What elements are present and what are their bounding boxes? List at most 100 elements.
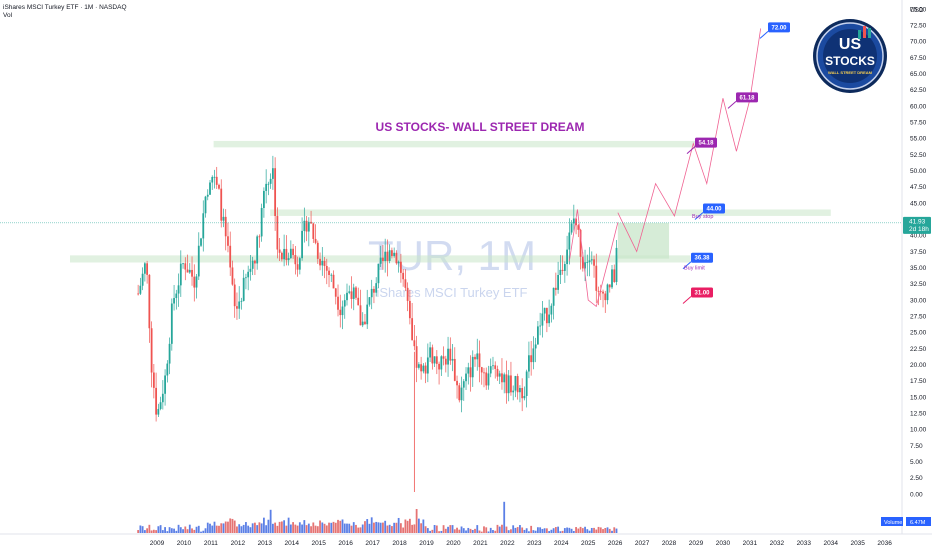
candle-body	[395, 252, 398, 264]
volume-bar	[177, 524, 180, 533]
volume-bar	[534, 530, 537, 533]
candle-body	[462, 381, 465, 388]
volume-value: 6.47M	[910, 520, 926, 526]
candle-body	[501, 373, 503, 383]
volume-bar	[152, 529, 155, 533]
volume-bar	[429, 530, 431, 533]
volume-bar	[467, 527, 470, 533]
volume-bar	[346, 523, 348, 533]
zone-entry-box	[617, 223, 670, 259]
volume-bar	[307, 523, 310, 533]
volume-bar	[316, 526, 319, 533]
time-axis[interactable]: 2009 2010 2011 2012 2013 2014 2015 2016 2017 2018…	[0, 533, 932, 547]
price-tick-label: 25.00	[910, 330, 927, 337]
volume-bar	[314, 525, 317, 533]
candle-body	[182, 263, 184, 265]
candle-body	[242, 277, 245, 301]
volume-bar	[476, 525, 479, 533]
candle-body	[557, 274, 560, 290]
target-box[interactable]	[691, 287, 713, 298]
candle-body	[559, 269, 562, 275]
volume-bar	[269, 509, 272, 533]
candle-body	[570, 223, 573, 233]
candle-body	[325, 265, 328, 271]
volume-bar	[350, 525, 353, 533]
volume-bar	[161, 530, 164, 533]
candle-body	[231, 267, 234, 285]
candle-body	[188, 269, 191, 273]
price-tick-label: 2.50	[910, 475, 923, 482]
volume-bar	[382, 522, 384, 533]
volume-bar	[170, 528, 173, 533]
volume-bar	[175, 530, 178, 533]
candle-body	[254, 260, 256, 264]
volume-bar	[593, 527, 595, 533]
candle-body	[525, 371, 528, 396]
candle-body	[361, 321, 364, 326]
price-axis[interactable]: USD 75.00 72.50 70.00 67.50 65.00 62.50 60.00 5…	[901, 0, 927, 534]
price-tick-label: 60.00	[910, 103, 927, 110]
candle-body	[346, 292, 348, 301]
candle-body	[382, 257, 384, 262]
target-box[interactable]	[691, 252, 713, 263]
volume-bar	[224, 521, 227, 533]
volume-bar	[157, 526, 160, 533]
volume-bar	[440, 530, 443, 533]
volume-bar	[368, 523, 371, 533]
volume-bar	[397, 517, 400, 533]
candle-body	[321, 260, 324, 266]
volume-bar	[294, 524, 297, 533]
volume-bar	[528, 531, 530, 533]
candle-body	[152, 372, 155, 388]
candle-body	[492, 365, 494, 367]
candle-body	[417, 364, 420, 368]
time-tick-label: 2034	[824, 540, 839, 547]
target-box[interactable]	[736, 92, 758, 103]
volume-bar	[438, 531, 440, 533]
candle-body	[514, 376, 517, 391]
volume-bar	[361, 524, 364, 533]
volume-bar	[200, 531, 202, 533]
candle-body	[139, 285, 142, 294]
volume-bar	[604, 528, 607, 533]
volume-bar	[539, 527, 542, 533]
volume-bar	[256, 525, 259, 533]
candle-body	[265, 183, 268, 191]
volume-bar	[471, 529, 474, 533]
candle-body	[420, 364, 423, 372]
candle-body	[294, 255, 297, 265]
current-price-value: 41.93	[909, 218, 926, 225]
volume-bar	[357, 527, 360, 533]
target-box[interactable]	[768, 22, 790, 33]
volume-bar	[431, 529, 434, 533]
candle-body	[269, 178, 272, 184]
candle-body	[519, 388, 521, 393]
volume-bar	[563, 528, 566, 533]
volume-bar	[586, 529, 589, 533]
candle-body	[415, 346, 418, 368]
target-box[interactable]	[695, 137, 717, 148]
volume-bar	[287, 517, 290, 533]
candle-body	[292, 248, 294, 256]
volume-bar	[227, 521, 229, 533]
time-tick-label: 2018	[392, 540, 407, 547]
target-box[interactable]	[703, 203, 725, 214]
volume-bar	[373, 522, 375, 533]
candle-body	[224, 216, 227, 237]
volume-bar	[352, 522, 355, 533]
candle-body	[413, 340, 416, 347]
candle-body	[386, 251, 389, 261]
volume-bar	[402, 527, 405, 533]
volume-bar	[249, 527, 252, 533]
candle-body	[449, 348, 452, 361]
candle-body	[456, 380, 458, 386]
candle-body	[465, 373, 467, 382]
volume-bar	[164, 527, 166, 533]
volume-bar	[276, 525, 279, 533]
volume-bar	[206, 522, 209, 533]
projection	[568, 28, 762, 308]
candle-body	[155, 387, 158, 415]
candle-body	[370, 288, 373, 298]
price-tick-label: 37.50	[910, 249, 927, 256]
